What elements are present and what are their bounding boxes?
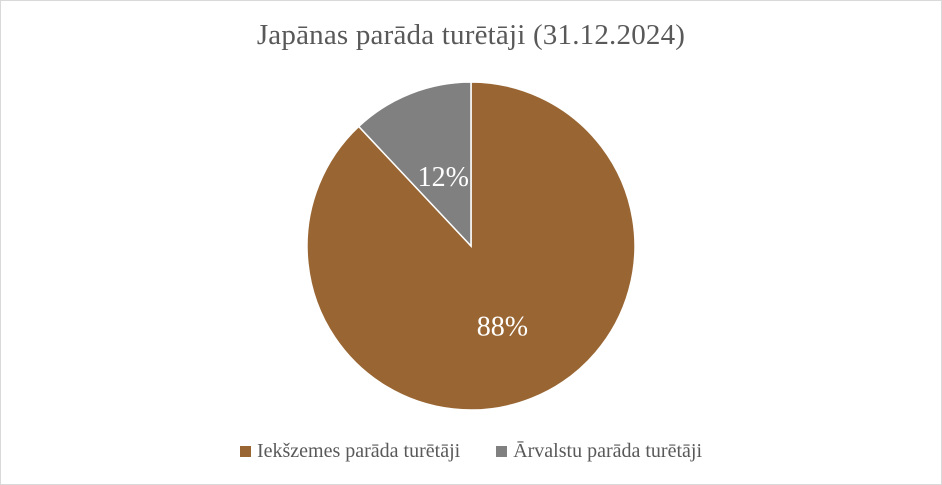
legend-label-foreign: Ārvalstu parāda turētāji xyxy=(513,440,703,462)
pie-slice-foreign xyxy=(357,81,472,248)
legend-label-domestic: Iekšzemes parāda turētāji xyxy=(256,440,461,462)
pie-chart: 88% 12% xyxy=(306,81,636,411)
legend-item-domestic: Iekšzemes parāda turētāji xyxy=(239,440,461,463)
pie-label-foreign: 12% xyxy=(418,162,469,193)
legend-swatch-foreign xyxy=(496,446,508,457)
legend: Iekšzemes parāda turētāji Ārvalstu parād… xyxy=(1,440,941,463)
chart-title: Japānas parāda turētāji (31.12.2024) xyxy=(256,19,686,51)
legend-item-foreign: Ārvalstu parāda turētāji xyxy=(496,440,702,463)
legend-swatch-domestic xyxy=(239,446,251,457)
pie-label-domestic: 88% xyxy=(477,311,528,342)
